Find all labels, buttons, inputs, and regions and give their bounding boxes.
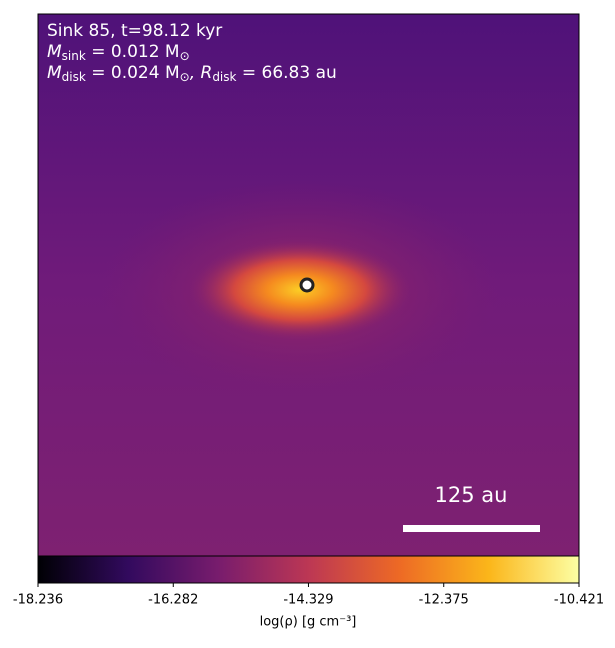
annotation-text: Sink 85, t=98.12 kyr bbox=[47, 21, 222, 41]
annotation-subscript: disk bbox=[62, 70, 86, 84]
annotation-text: = 0.024 M bbox=[86, 63, 180, 83]
scale-bar bbox=[403, 525, 540, 532]
colorbar-label: log(ρ) [g cm⁻³] bbox=[260, 615, 357, 630]
colorbar-tick-label: -16.282 bbox=[148, 593, 198, 608]
colorbar-tick-label: -14.329 bbox=[283, 593, 333, 608]
annotation-text: M bbox=[47, 63, 62, 83]
annotation-text: = 66.83 au bbox=[236, 63, 336, 83]
annotation-subscript: ⊙ bbox=[180, 49, 190, 63]
sink-marker bbox=[299, 277, 315, 293]
annotation: Msink = 0.012 M⊙ bbox=[47, 42, 190, 63]
annotation: Mdisk = 0.024 M⊙, Rdisk = 66.83 au bbox=[47, 63, 337, 84]
annotation: Sink 85, t=98.12 kyr bbox=[47, 21, 222, 41]
colorbar-tick-label: -12.375 bbox=[419, 593, 469, 608]
scale-bar-label: 125 au bbox=[435, 483, 508, 507]
colorbar-tick-label: -10.421 bbox=[554, 593, 604, 608]
colorbar bbox=[37, 555, 580, 584]
annotation-text: = 0.012 M bbox=[86, 42, 180, 62]
annotation-subscript: disk bbox=[212, 70, 236, 84]
annotation-text: , R bbox=[190, 63, 213, 83]
annotation-subscript: sink bbox=[62, 49, 86, 63]
annotation-subscript: ⊙ bbox=[180, 70, 190, 84]
annotation-text: M bbox=[47, 42, 62, 62]
colorbar-tick-label: -18.236 bbox=[13, 593, 63, 608]
density-map bbox=[38, 14, 579, 556]
